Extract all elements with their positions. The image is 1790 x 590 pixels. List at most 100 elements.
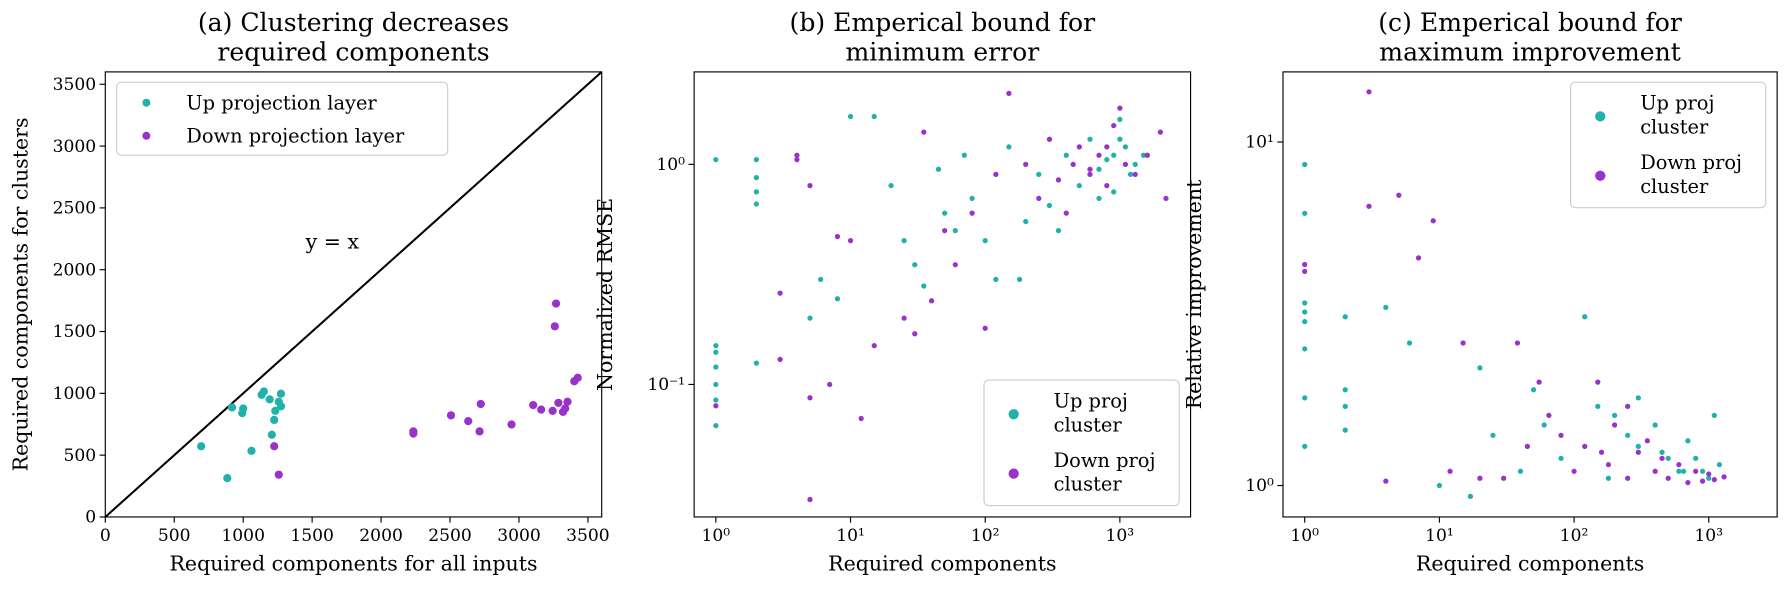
point <box>1163 195 1169 202</box>
point <box>807 183 813 189</box>
point <box>1501 475 1507 481</box>
legend-label: Down projection layer <box>186 125 405 148</box>
point <box>871 343 877 349</box>
point <box>1625 432 1631 438</box>
point <box>1711 412 1717 419</box>
point <box>1436 482 1443 489</box>
point <box>713 343 719 349</box>
axes-frame <box>1282 71 1778 518</box>
y-tick-label: 0 <box>85 508 96 528</box>
point <box>1490 432 1496 438</box>
point <box>1595 403 1601 409</box>
point <box>713 403 719 409</box>
point <box>550 322 559 331</box>
point <box>827 381 833 388</box>
point <box>713 422 719 429</box>
point <box>993 171 999 178</box>
point <box>267 430 276 439</box>
point <box>961 152 967 158</box>
chart-title: (b) Emperical bound for minimum error <box>790 8 1096 67</box>
point <box>1140 152 1147 158</box>
y-tick-label: 10¹ <box>1245 133 1274 153</box>
legend-box <box>1570 81 1767 209</box>
y-tick-label: 10⁰ <box>1245 476 1274 496</box>
point <box>1676 468 1682 474</box>
point <box>1605 475 1612 481</box>
point <box>818 276 824 283</box>
x-tick-label: 500 <box>158 526 191 546</box>
x-tick-label: 10⁰ <box>702 526 731 546</box>
point <box>561 404 570 413</box>
point <box>942 227 948 234</box>
point <box>1652 468 1658 474</box>
x-tick-label: 10¹ <box>1425 526 1454 546</box>
point <box>274 470 283 479</box>
legend-marker <box>1595 111 1606 122</box>
point <box>1467 493 1474 499</box>
x-axis-label: Required components <box>828 552 1056 576</box>
point <box>942 210 948 216</box>
point <box>476 399 485 409</box>
point <box>1685 438 1691 444</box>
x-tick-label: 10¹ <box>836 526 865 546</box>
point <box>1721 474 1727 480</box>
point <box>912 262 918 268</box>
point <box>1595 379 1601 385</box>
point <box>223 474 232 483</box>
point <box>537 405 546 414</box>
point <box>777 290 783 296</box>
point <box>794 152 800 158</box>
point <box>1117 136 1123 142</box>
point <box>1302 443 1308 450</box>
point <box>1635 449 1641 455</box>
point <box>1302 319 1308 325</box>
point <box>1680 468 1687 474</box>
point <box>1144 152 1150 158</box>
y-tick-label: 3500 <box>53 75 97 95</box>
point <box>548 406 557 415</box>
x-tick-label: 10² <box>971 526 1000 546</box>
point <box>1087 166 1093 172</box>
point <box>1652 422 1658 428</box>
legend-marker <box>142 131 151 140</box>
point <box>1659 449 1665 455</box>
point <box>952 227 958 234</box>
point <box>1558 455 1564 461</box>
point <box>1447 468 1453 474</box>
x-tick-label: 1500 <box>290 526 334 546</box>
point <box>554 398 563 407</box>
point <box>713 381 719 388</box>
point <box>1076 144 1082 150</box>
point <box>1396 192 1402 198</box>
point <box>1111 189 1117 195</box>
point <box>270 442 279 451</box>
point <box>1302 346 1308 352</box>
point <box>1541 422 1547 428</box>
x-tick-label: 10⁰ <box>1290 526 1319 546</box>
point <box>1342 427 1348 433</box>
y-axis-label: Normalized RMSE <box>593 198 617 391</box>
point <box>1366 89 1372 95</box>
point <box>847 238 854 244</box>
point <box>1104 144 1110 150</box>
point <box>794 157 800 163</box>
point <box>529 400 538 410</box>
point <box>1611 422 1618 428</box>
point <box>1693 455 1699 461</box>
point <box>573 373 582 382</box>
point <box>1087 171 1093 178</box>
point <box>753 175 760 181</box>
point <box>969 210 975 216</box>
point <box>563 397 572 406</box>
point <box>1302 395 1308 401</box>
point <box>935 166 942 172</box>
point <box>713 349 719 355</box>
point <box>1046 202 1053 209</box>
point <box>871 113 877 120</box>
point <box>409 427 418 436</box>
point <box>1571 468 1577 474</box>
point <box>713 364 719 370</box>
y-tick-label: 2000 <box>53 260 97 280</box>
point <box>1611 412 1618 419</box>
point <box>551 299 561 308</box>
